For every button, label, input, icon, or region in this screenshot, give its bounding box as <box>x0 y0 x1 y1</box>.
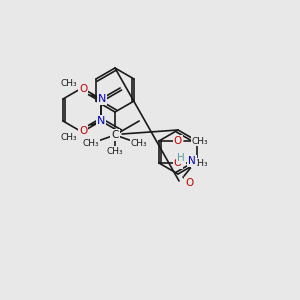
Text: CH₃: CH₃ <box>192 136 208 146</box>
Text: CH₃: CH₃ <box>83 140 99 148</box>
Text: O: O <box>79 126 87 136</box>
Text: CH₃: CH₃ <box>107 146 123 155</box>
Text: H: H <box>177 153 185 163</box>
Text: N: N <box>188 156 196 166</box>
Text: C: C <box>111 130 119 140</box>
Text: O: O <box>185 178 193 188</box>
Text: CH₃: CH₃ <box>61 79 77 88</box>
Text: N: N <box>97 116 105 126</box>
Text: O: O <box>79 84 87 94</box>
Text: CH₃: CH₃ <box>192 158 208 167</box>
Text: CH₃: CH₃ <box>131 140 147 148</box>
Text: O: O <box>174 158 182 168</box>
Text: CH₃: CH₃ <box>61 133 77 142</box>
Text: O: O <box>174 136 182 146</box>
Text: N: N <box>98 94 106 104</box>
